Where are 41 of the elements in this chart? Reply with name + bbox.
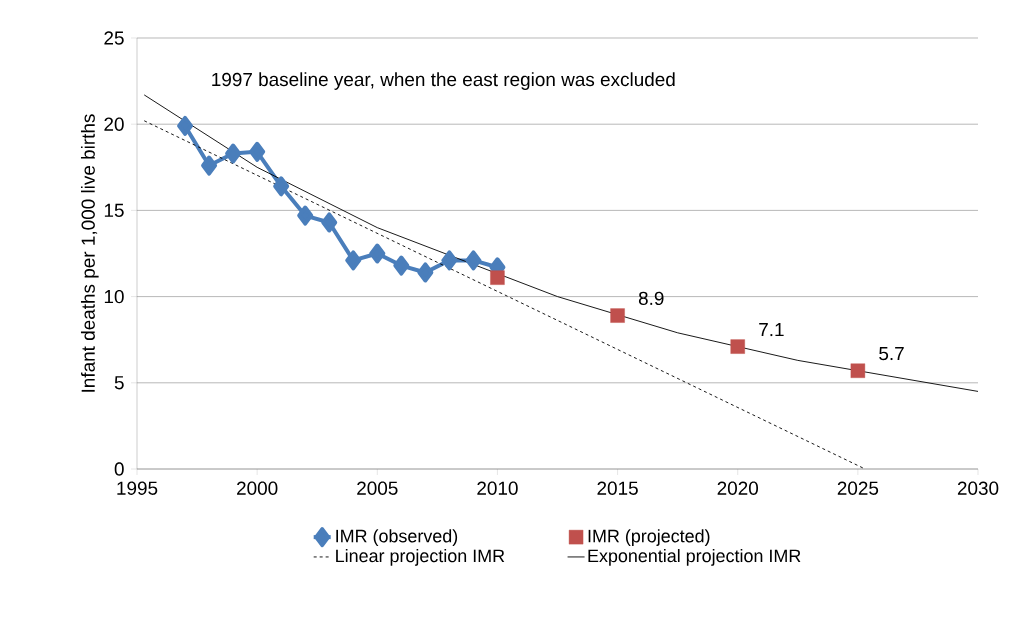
x-tick-label: 2000: [237, 481, 278, 495]
x-tick-label: 2010: [477, 481, 518, 495]
data-label: 5.7: [879, 347, 904, 361]
y-tick-label: 10: [104, 289, 124, 304]
x-tick-label: 2020: [717, 481, 759, 495]
legend-label: IMR (observed): [336, 529, 458, 546]
x-tick-label: 2030: [957, 481, 999, 495]
data-label: 7.1: [759, 323, 784, 337]
point: [730, 339, 745, 354]
y-tick-label: 25: [104, 31, 124, 45]
point: [369, 243, 386, 264]
point: [345, 250, 362, 271]
legend-label: IMR (projected): [588, 529, 710, 546]
point: [225, 143, 242, 164]
x-tick-label: 2025: [837, 481, 879, 495]
data-label: 8.9: [638, 291, 664, 306]
y-tick-label: 0: [114, 462, 124, 476]
point: [850, 363, 866, 378]
point: [393, 255, 410, 276]
point: [610, 308, 625, 323]
point: [490, 270, 505, 285]
legend-label: Exponential projection IMR: [588, 549, 801, 566]
point: [201, 155, 218, 176]
y-tick-label: 15: [104, 203, 124, 217]
point: [441, 250, 458, 271]
legend-label: Linear projection IMR: [336, 549, 505, 566]
point: [249, 141, 266, 162]
point: [417, 262, 434, 283]
x-tick-label: 1995: [117, 481, 158, 495]
point: [177, 115, 194, 136]
point: [273, 176, 290, 197]
y-tick-label: 5: [114, 376, 124, 390]
y-tick-label: 20: [104, 117, 124, 131]
point: [321, 212, 338, 233]
point: [465, 250, 482, 271]
x-tick-label: 2015: [597, 481, 638, 495]
annotation: 1997 baseline year, when the east region was excluded: [212, 72, 675, 90]
x-tick-label: 2005: [357, 481, 398, 495]
point: [297, 205, 314, 226]
line-series: [143, 94, 979, 392]
y-axis-title: Infant deaths per 1,000 live births: [80, 114, 99, 392]
